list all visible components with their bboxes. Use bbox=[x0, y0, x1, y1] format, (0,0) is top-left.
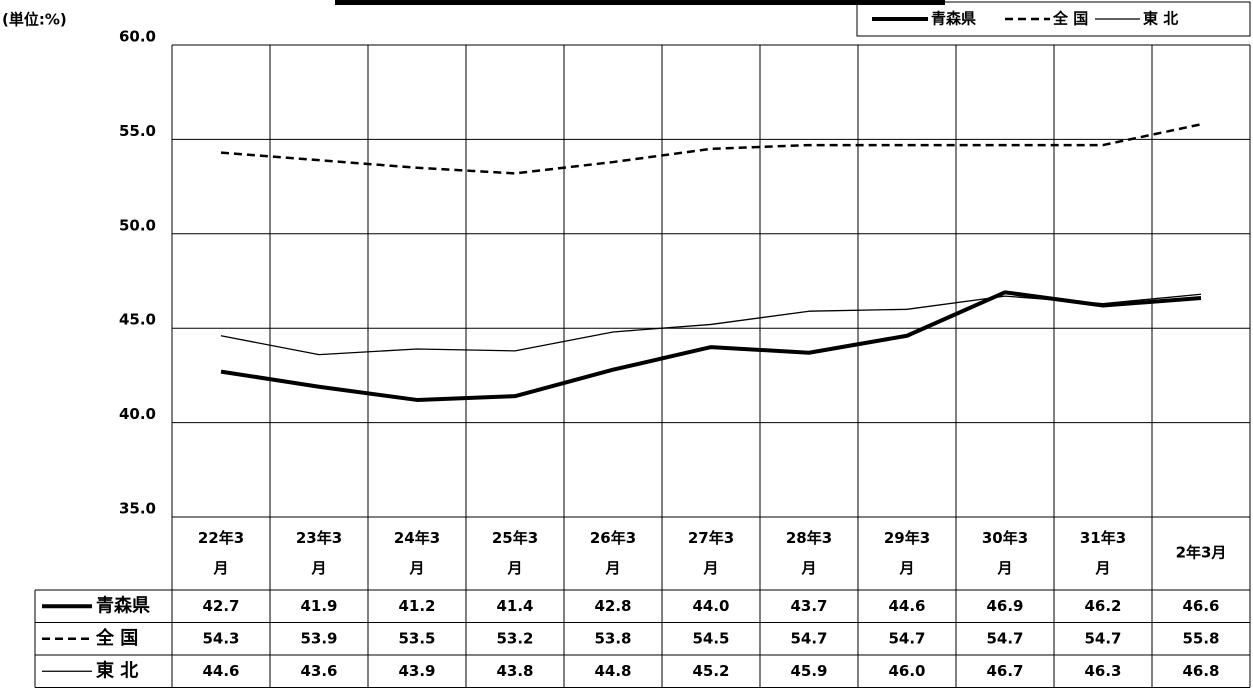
x-tick-label: 28年3 月 bbox=[786, 529, 832, 577]
table-value: 46.7 bbox=[986, 662, 1023, 680]
table-value: 54.5 bbox=[692, 629, 729, 647]
table-row-label: 東 北 bbox=[96, 659, 138, 681]
table-value: 54.7 bbox=[1084, 629, 1121, 647]
table-value: 54.7 bbox=[790, 629, 827, 647]
table-value: 46.0 bbox=[888, 662, 925, 680]
table-value: 55.8 bbox=[1182, 629, 1219, 647]
x-tick-label: 23年3 月 bbox=[296, 529, 342, 577]
table-row-label: 全 国 bbox=[95, 627, 138, 649]
x-tick-label: 24年3 月 bbox=[394, 529, 440, 577]
table-value: 43.6 bbox=[300, 662, 337, 680]
legend-box bbox=[856, 1, 1251, 37]
x-tick-label: 30年3 月 bbox=[982, 529, 1028, 577]
table-value: 53.2 bbox=[496, 629, 533, 647]
table-value: 54.3 bbox=[202, 629, 239, 647]
y-tick-label: 55.0 bbox=[119, 122, 156, 140]
unit-label: (単位:%) bbox=[2, 11, 67, 29]
legend-label: 全 国 bbox=[1052, 10, 1088, 28]
table-value: 44.8 bbox=[594, 662, 631, 680]
x-tick-label: 29年3 月 bbox=[884, 529, 930, 577]
table-value: 54.7 bbox=[888, 629, 925, 647]
y-tick-label: 50.0 bbox=[119, 216, 156, 234]
y-tick-label: 45.0 bbox=[119, 311, 156, 329]
table-value: 53.8 bbox=[594, 629, 631, 647]
table-value: 46.2 bbox=[1084, 597, 1121, 615]
x-tick-label: 25年3 月 bbox=[492, 529, 538, 577]
x-tick-label: 22年3 月 bbox=[198, 529, 244, 577]
x-tick-label: 27年3 月 bbox=[688, 529, 734, 577]
table-value: 46.3 bbox=[1084, 662, 1121, 680]
table-value: 42.7 bbox=[202, 597, 239, 615]
table-value: 54.7 bbox=[986, 629, 1023, 647]
table-value: 53.9 bbox=[300, 629, 337, 647]
table-value: 44.0 bbox=[692, 597, 729, 615]
table-value: 43.8 bbox=[496, 662, 533, 680]
table-value: 45.2 bbox=[692, 662, 729, 680]
table-value: 41.2 bbox=[398, 597, 435, 615]
table-value: 44.6 bbox=[888, 597, 925, 615]
table-value: 46.8 bbox=[1182, 662, 1219, 680]
table-value: 41.4 bbox=[496, 597, 533, 615]
table-value: 53.5 bbox=[398, 629, 435, 647]
table-value: 46.6 bbox=[1182, 597, 1219, 615]
legend-label: 東 北 bbox=[1143, 10, 1178, 28]
y-tick-label: 35.0 bbox=[119, 500, 156, 518]
y-tick-label: 40.0 bbox=[119, 405, 156, 423]
table-value: 41.9 bbox=[300, 597, 337, 615]
x-tick-label: 26年3 月 bbox=[590, 529, 636, 577]
table-value: 43.7 bbox=[790, 597, 827, 615]
table-value: 45.9 bbox=[790, 662, 827, 680]
legend-label: 青森県 bbox=[931, 10, 976, 28]
table-value: 43.9 bbox=[398, 662, 435, 680]
x-tick-label: 2年3月 bbox=[1176, 544, 1227, 562]
series-line bbox=[220, 290, 1202, 402]
series-line bbox=[220, 123, 1202, 175]
table-value: 42.8 bbox=[594, 597, 631, 615]
x-tick-label: 31年3 月 bbox=[1080, 529, 1126, 577]
table-value: 44.6 bbox=[202, 662, 239, 680]
table-row-label: 青森県 bbox=[96, 594, 150, 616]
y-tick-label: 60.0 bbox=[119, 28, 156, 46]
table-value: 46.9 bbox=[986, 597, 1023, 615]
title-bar bbox=[335, 0, 945, 5]
series-line bbox=[220, 293, 1202, 356]
